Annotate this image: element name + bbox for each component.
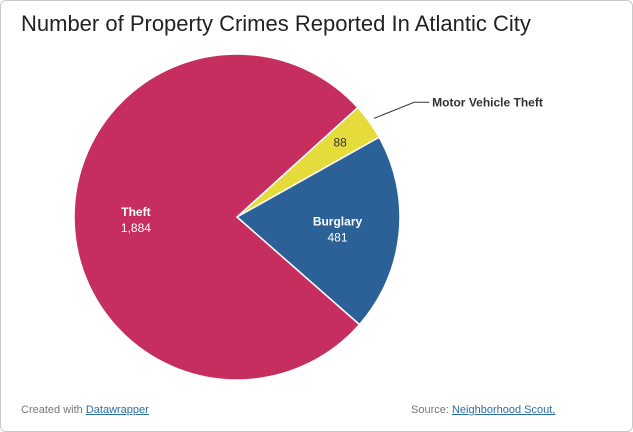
value-label: 88 (334, 136, 348, 150)
source-prefix: Source: (411, 404, 449, 416)
slice-name: Theft (121, 205, 150, 219)
credit-link[interactable]: Datawrapper (85, 404, 149, 416)
slice-name: Burglary (313, 215, 363, 229)
pie-slice (235, 136, 401, 326)
source: Source: Neighborhood Scout, (411, 404, 555, 416)
pie-slice (73, 53, 361, 381)
leader-line (373, 101, 430, 119)
source-link[interactable]: Neighborhood Scout, (451, 404, 556, 416)
value-label: 1,884 (121, 221, 151, 235)
value-label: 481 (327, 231, 347, 245)
chart-title: Number of Property Crimes Reported In At… (21, 11, 531, 36)
slice-name: Motor Vehicle Theft (432, 95, 543, 109)
credit: Created with Datawrapper (21, 404, 149, 416)
credit-prefix: Created with (21, 404, 83, 416)
